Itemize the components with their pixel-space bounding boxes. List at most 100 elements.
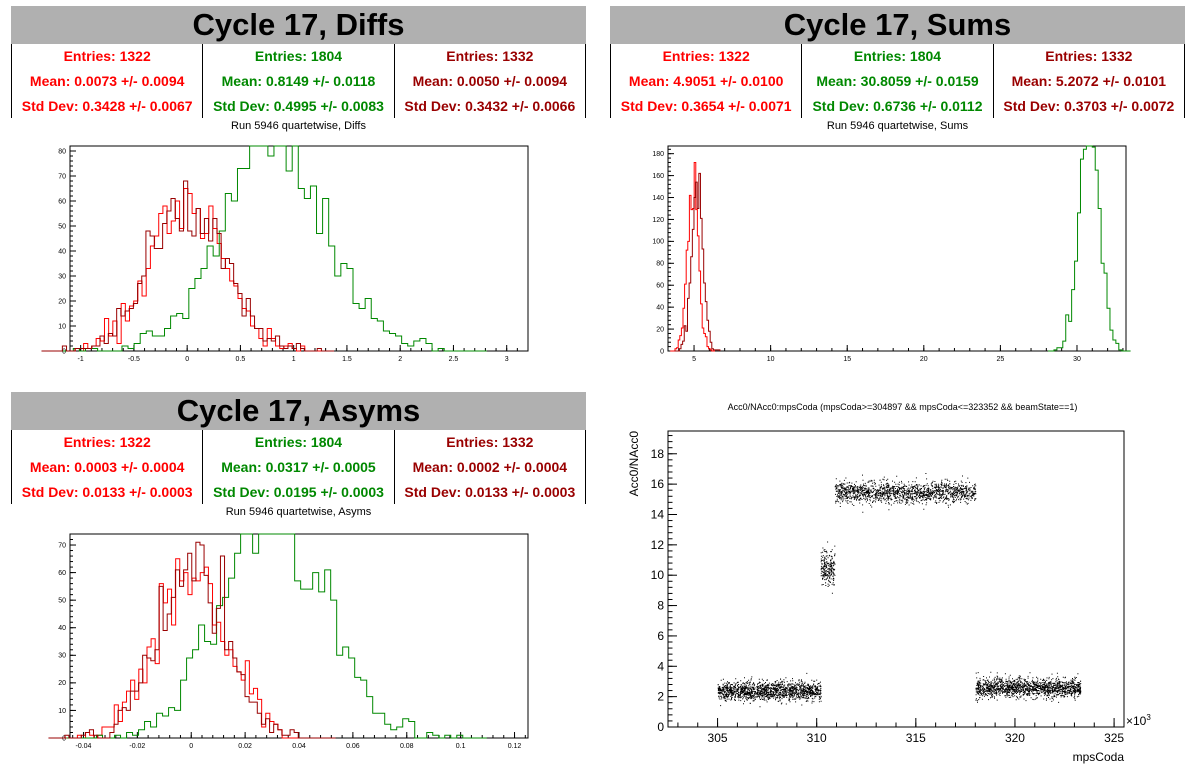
- y-tick-label: 4: [657, 659, 664, 673]
- y-tick-label: 30: [58, 653, 66, 660]
- x-tick-label: 1: [292, 356, 296, 363]
- y-tick-label: 50: [58, 597, 66, 604]
- y-tick-label: 40: [58, 625, 66, 632]
- x-tick-label: 15: [843, 356, 851, 363]
- x-tick-label: -0.02: [129, 743, 145, 750]
- y-tick-label: 16: [651, 477, 665, 491]
- x-tick-label: 5: [692, 356, 696, 363]
- y-tick-label: 70: [58, 173, 66, 180]
- y-tick-label: 8: [657, 599, 664, 613]
- y-tick-label: 60: [58, 198, 66, 205]
- histogram-series-red: [670, 161, 715, 352]
- x-tick-label: 0.12: [508, 743, 522, 750]
- y-tick-label: 0: [657, 720, 664, 734]
- x-tick-label: 30: [1073, 356, 1081, 363]
- histogram-series-darkred: [48, 541, 336, 739]
- stat-std: Std Dev: 0.3654 +/- 0.0071: [620, 97, 792, 114]
- scatter-cluster: [834, 473, 977, 513]
- sums-histogram: 5 10 15 20 25 30 0 20 40 60 80 100 120 140 160 180: [652, 145, 1131, 363]
- y-tick-label: 0: [660, 348, 664, 355]
- y-tick-label: 6: [657, 629, 664, 643]
- histogram-series-green: [66, 533, 487, 739]
- plot-frame: [69, 145, 529, 352]
- sums-title: Cycle 17, Sums: [610, 6, 1185, 44]
- sums-stats-darkred: Entries: 1332 Mean: 5.2072 +/- 0.0101 St…: [994, 44, 1184, 118]
- y-tick-label: 10: [651, 568, 665, 582]
- diffs-stats-box: Entries: 1322 Mean: 0.0073 +/- 0.0094 St…: [11, 44, 586, 118]
- x-tick-label: 2.5: [449, 356, 459, 363]
- y-tick-label: 40: [58, 248, 66, 255]
- diffs-subtitle: Run 5946 quartetwise, Diffs: [231, 120, 366, 132]
- plot-frame: [69, 533, 529, 739]
- plot-frame: [667, 430, 1125, 728]
- stat-mean: Mean: 30.8059 +/- 0.0159: [816, 72, 979, 89]
- stat-mean: Mean: 4.9051 +/- 0.0100: [628, 72, 784, 89]
- y-tick-label: 60: [58, 570, 66, 577]
- diffs-stats-green: Entries: 1804 Mean: 0.8149 +/- 0.0118 St…: [203, 44, 395, 118]
- scatter-plot: 305 310 315 320 325 0 2 4 6 8 10 12 14 16 18 mpsCoda Acc…: [627, 430, 1151, 764]
- y-tick-label: 160: [652, 173, 664, 180]
- stat-entries: Entries: 1804: [254, 48, 343, 65]
- y-tick-label: 80: [656, 261, 664, 268]
- x-tick-label: 0.02: [238, 743, 252, 750]
- y-tick-label: 0: [62, 348, 66, 355]
- y-tick-label: 120: [652, 217, 664, 224]
- y-tick-label: 14: [651, 507, 665, 521]
- x-axis-multiplier: ×103: [1126, 713, 1151, 728]
- diffs-stats-red: Entries: 1322 Mean: 0.0073 +/- 0.0094 St…: [12, 44, 204, 118]
- x-tick-label: 20: [920, 356, 928, 363]
- y-tick-label: 30: [58, 273, 66, 280]
- stat-entries: Entries: 1322: [63, 434, 151, 451]
- histogram-series-red: [48, 558, 336, 739]
- x-axis-label: mpsCoda: [1073, 750, 1125, 764]
- x-tick-label: 0.04: [292, 743, 306, 750]
- x-tick-label: 0: [185, 356, 189, 363]
- x-tick-label: 315: [906, 731, 926, 745]
- y-tick-label: 20: [656, 326, 664, 333]
- stat-entries: Entries: 1322: [662, 48, 750, 65]
- y-axis-label: Acc0/NAcc0: [627, 431, 641, 497]
- sums-stats-green: Entries: 1804 Mean: 30.8059 +/- 0.0159 S…: [802, 44, 994, 118]
- x-tick-label: 2: [398, 356, 402, 363]
- sums-stats-box: Entries: 1322 Mean: 4.9051 +/- 0.0100 St…: [610, 44, 1185, 118]
- stat-mean: Mean: 0.0002 +/- 0.0004: [412, 458, 568, 475]
- x-tick-label: -0.04: [75, 743, 91, 750]
- stat-mean: Mean: 0.8149 +/- 0.0118: [221, 72, 376, 89]
- scatter-cluster: [820, 541, 836, 594]
- y-tick-label: 10: [58, 708, 66, 715]
- histogram-series-green: [1048, 145, 1131, 352]
- y-tick-label: 12: [651, 538, 665, 552]
- x-tick-label: 0.08: [400, 743, 414, 750]
- sums-stats-red: Entries: 1322 Mean: 4.9051 +/- 0.0100 St…: [611, 44, 803, 118]
- stat-std: Std Dev: 0.3703 +/- 0.0072: [1003, 97, 1175, 114]
- x-tick-label: -1: [78, 356, 84, 363]
- stat-entries: Entries: 1332: [446, 434, 534, 451]
- asyms-subtitle: Run 5946 quartetwise, Asyms: [225, 506, 372, 518]
- diffs-title: Cycle 17, Diffs: [11, 6, 586, 44]
- stat-entries: Entries: 1322: [63, 48, 151, 65]
- stat-entries: Entries: 1804: [254, 434, 343, 451]
- x-tick-label: 0.06: [346, 743, 360, 750]
- x-tick-label: 3: [505, 356, 509, 363]
- stat-std: Std Dev: 0.0195 +/- 0.0003: [213, 483, 384, 500]
- x-tick-label: 310: [807, 731, 827, 745]
- y-tick-label: 18: [651, 447, 665, 461]
- stat-std: Std Dev: 0.0133 +/- 0.0003: [21, 483, 193, 500]
- scatter-cluster: [717, 672, 822, 708]
- y-tick-label: 50: [58, 223, 66, 230]
- x-tick-label: 25: [996, 356, 1004, 363]
- y-tick-label: 20: [58, 680, 66, 687]
- y-tick-label: 180: [652, 151, 664, 158]
- stat-std: Std Dev: 0.3428 +/- 0.0067: [21, 97, 193, 114]
- stat-std: Std Dev: 0.6736 +/- 0.0112: [812, 97, 983, 114]
- y-tick-label: 0: [62, 735, 66, 742]
- y-tick-label: 140: [652, 195, 664, 202]
- x-tick-label: 305: [708, 731, 728, 745]
- asyms-stats-darkred: Entries: 1332 Mean: 0.0002 +/- 0.0004 St…: [395, 430, 585, 504]
- y-tick-label: 100: [652, 239, 664, 246]
- y-tick-label: 20: [58, 298, 66, 305]
- x-tick-label: 0: [189, 743, 193, 750]
- scatter-title: Acc0/NAcc0:mpsCoda (mpsCoda>=304897 && m…: [727, 402, 1078, 412]
- x-tick-label: 0.5: [236, 356, 246, 363]
